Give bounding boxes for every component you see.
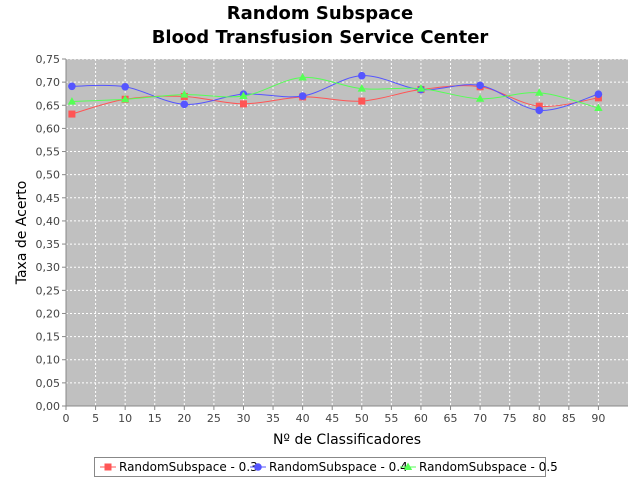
legend-label: RandomSubspace - 0.3 bbox=[119, 460, 258, 474]
data-point bbox=[535, 88, 544, 96]
x-tick-label: 5 bbox=[92, 412, 99, 425]
data-point bbox=[535, 102, 543, 110]
data-point bbox=[535, 106, 544, 115]
legend-marker bbox=[403, 462, 413, 470]
y-tick-label: 0,10 bbox=[36, 354, 61, 367]
data-point bbox=[68, 110, 76, 118]
data-point bbox=[594, 103, 603, 112]
data-point bbox=[121, 82, 129, 91]
y-tick-label: 0,15 bbox=[36, 331, 61, 344]
y-tick-label: 0,45 bbox=[36, 192, 61, 205]
data-point bbox=[357, 71, 366, 80]
series-layer bbox=[67, 71, 603, 118]
legend-swatch bbox=[100, 463, 116, 471]
data-point bbox=[68, 82, 76, 91]
series-3 bbox=[67, 73, 603, 112]
legend: RandomSubspace - 0.3 RandomSubspace - 0.4… bbox=[94, 457, 558, 477]
x-tick-label: 15 bbox=[148, 412, 162, 425]
y-tick-label: 0,55 bbox=[36, 146, 61, 159]
data-point bbox=[357, 84, 366, 92]
y-tick-label: 0,60 bbox=[36, 122, 61, 135]
legend-label: RandomSubspace - 0.4 bbox=[269, 460, 408, 474]
x-tick-label: 35 bbox=[266, 412, 280, 425]
x-tick-label: 75 bbox=[503, 412, 517, 425]
x-tick-label: 55 bbox=[384, 412, 398, 425]
y-tick-label: 0,25 bbox=[36, 284, 61, 297]
x-axis-label: Nº de Classificadores bbox=[273, 432, 421, 448]
x-tick-label: 10 bbox=[118, 412, 132, 425]
y-tick-label: 0,70 bbox=[36, 76, 61, 89]
axes: 0,00 0,05 0,10 0,15 0,20 0,25 0,30 0,35 0,40 0,45… bbox=[36, 53, 628, 425]
data-point bbox=[180, 100, 189, 109]
data-point bbox=[180, 90, 189, 98]
y-tick-label: 0,65 bbox=[36, 99, 61, 112]
legend-marker bbox=[254, 463, 262, 471]
data-point bbox=[298, 92, 307, 100]
data-point bbox=[239, 91, 248, 100]
data-point bbox=[475, 94, 485, 102]
data-point bbox=[67, 97, 77, 105]
y-tick-label: 0,35 bbox=[36, 238, 61, 251]
x-tick-label: 90 bbox=[591, 412, 605, 425]
data-point bbox=[120, 94, 130, 103]
series-line bbox=[71, 75, 599, 111]
chart-subtitle: Blood Transfusion Service Center bbox=[151, 27, 489, 48]
legend-marker bbox=[104, 463, 112, 471]
x-tick-label: 80 bbox=[532, 412, 546, 425]
x-tick-label: 40 bbox=[296, 412, 310, 425]
series-line bbox=[71, 77, 599, 109]
x-tick-label: 60 bbox=[414, 412, 428, 425]
legend-swatch bbox=[250, 463, 266, 471]
x-tick-label: 30 bbox=[236, 412, 250, 425]
plot-area bbox=[66, 59, 628, 406]
y-tick-label: 0,00 bbox=[36, 400, 61, 413]
y-tick-label: 0,40 bbox=[36, 215, 61, 228]
legend-swatch bbox=[400, 462, 416, 470]
data-point bbox=[594, 90, 603, 98]
x-tick-label: 0 bbox=[63, 412, 70, 425]
y-tick-label: 0,75 bbox=[36, 53, 61, 66]
data-point bbox=[476, 81, 484, 90]
line-chart: 0,00 0,05 0,10 0,15 0,20 0,25 0,30 0,35 0,40 0,45… bbox=[14, 53, 628, 448]
chart-title: Random Subspace bbox=[226, 3, 414, 24]
x-tick-label: 20 bbox=[177, 412, 191, 425]
legend-label: RandomSubspace - 0.5 bbox=[419, 460, 558, 474]
x-tick-label: 70 bbox=[473, 412, 487, 425]
data-point bbox=[298, 73, 307, 81]
y-tick-label: 0,30 bbox=[36, 261, 61, 274]
x-tick-label: 50 bbox=[355, 412, 369, 425]
x-tick-label: 25 bbox=[207, 412, 221, 425]
data-point bbox=[416, 84, 426, 92]
y-tick-label: 0,50 bbox=[36, 169, 61, 182]
data-point bbox=[239, 100, 247, 108]
gridlines bbox=[65, 58, 628, 407]
y-axis-label: Taxa de Acerto bbox=[14, 181, 30, 286]
x-tick-label: 45 bbox=[325, 412, 339, 425]
data-point bbox=[358, 97, 366, 105]
x-tick-label: 85 bbox=[562, 412, 576, 425]
y-tick-label: 0,20 bbox=[36, 307, 61, 320]
x-tick-label: 65 bbox=[444, 412, 458, 425]
y-tick-label: 0,05 bbox=[36, 377, 61, 390]
